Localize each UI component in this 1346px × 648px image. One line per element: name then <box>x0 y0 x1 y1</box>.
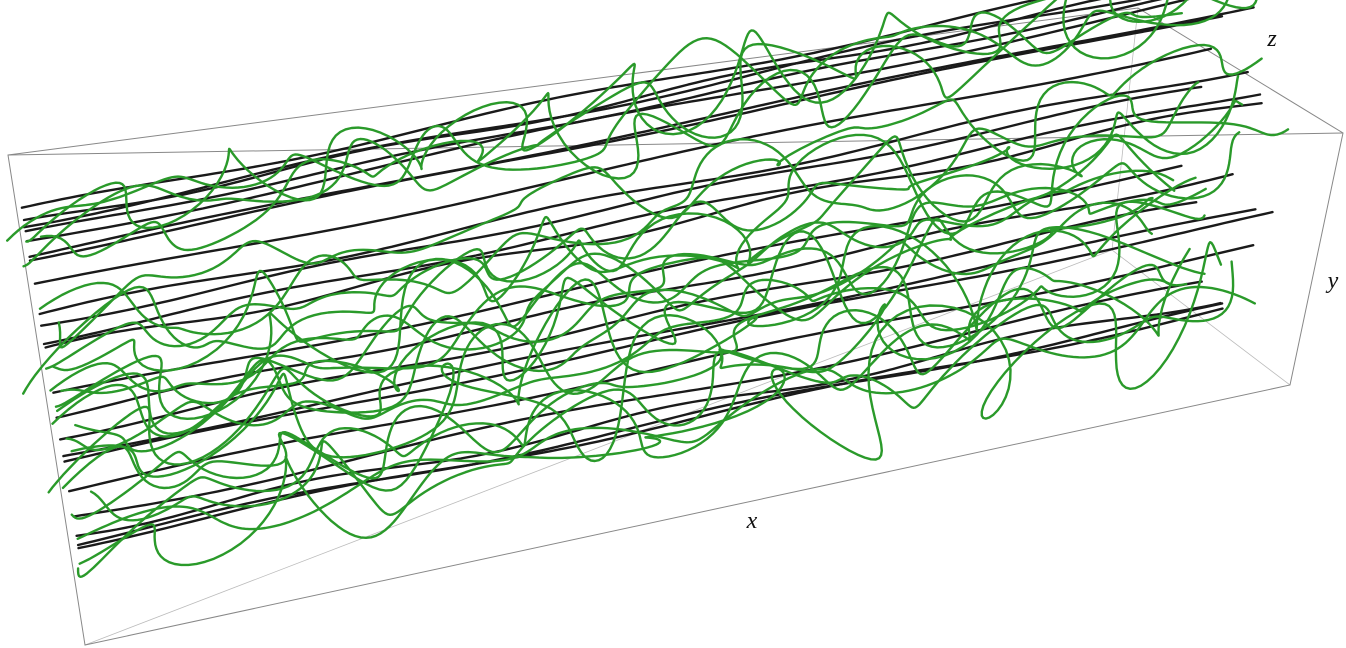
x-axis-label: x <box>746 508 758 534</box>
vortex-lines <box>7 0 1304 577</box>
figure: z y x <box>0 0 1346 648</box>
z-axis-label: z <box>1266 26 1277 52</box>
y-axis-label: y <box>1326 268 1339 294</box>
black-line <box>35 49 1211 284</box>
black-line <box>24 0 1304 227</box>
